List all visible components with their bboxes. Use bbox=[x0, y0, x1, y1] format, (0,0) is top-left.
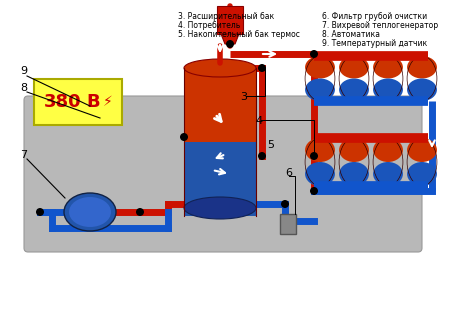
Ellipse shape bbox=[407, 56, 437, 78]
Ellipse shape bbox=[305, 78, 335, 101]
Ellipse shape bbox=[69, 197, 111, 227]
Ellipse shape bbox=[339, 78, 369, 101]
Circle shape bbox=[258, 64, 266, 72]
Bar bbox=[184, 142, 256, 216]
Text: 6. Фильтр грубой очистки: 6. Фильтр грубой очистки bbox=[322, 12, 427, 21]
Text: 8. Автоматика: 8. Автоматика bbox=[322, 30, 380, 39]
Ellipse shape bbox=[407, 162, 437, 186]
Ellipse shape bbox=[339, 162, 369, 186]
Ellipse shape bbox=[407, 138, 437, 162]
Ellipse shape bbox=[373, 78, 403, 101]
Ellipse shape bbox=[184, 59, 256, 77]
Ellipse shape bbox=[373, 138, 403, 162]
Circle shape bbox=[258, 152, 266, 160]
Text: 4: 4 bbox=[255, 116, 262, 126]
Ellipse shape bbox=[339, 138, 369, 162]
Text: ⚡: ⚡ bbox=[103, 95, 113, 109]
Text: 4. Потребитель: 4. Потребитель bbox=[178, 21, 240, 30]
Text: 6: 6 bbox=[285, 168, 292, 178]
Circle shape bbox=[310, 187, 318, 195]
Text: 5: 5 bbox=[267, 140, 274, 150]
Ellipse shape bbox=[184, 197, 256, 219]
Text: 9: 9 bbox=[20, 66, 27, 76]
Text: 3: 3 bbox=[240, 92, 247, 102]
Circle shape bbox=[310, 50, 318, 58]
Bar bbox=[280, 214, 296, 234]
Circle shape bbox=[226, 40, 234, 48]
Text: 7. Вихревой теплогенератор: 7. Вихревой теплогенератор bbox=[322, 21, 438, 30]
Circle shape bbox=[36, 208, 44, 216]
Ellipse shape bbox=[373, 162, 403, 186]
FancyBboxPatch shape bbox=[34, 79, 122, 125]
Text: 7: 7 bbox=[20, 150, 27, 160]
Ellipse shape bbox=[64, 193, 116, 231]
Ellipse shape bbox=[305, 56, 335, 78]
Circle shape bbox=[281, 200, 289, 208]
Ellipse shape bbox=[339, 56, 369, 78]
Ellipse shape bbox=[373, 56, 403, 78]
Circle shape bbox=[180, 133, 188, 141]
Ellipse shape bbox=[305, 162, 335, 186]
Text: В: В bbox=[86, 93, 100, 111]
Bar bbox=[184, 68, 256, 142]
Ellipse shape bbox=[305, 138, 335, 162]
Circle shape bbox=[136, 208, 144, 216]
Text: 5. Накопительный бак термос: 5. Накопительный бак термос bbox=[178, 30, 300, 39]
Circle shape bbox=[310, 152, 318, 160]
Text: 3. Расширительный бак: 3. Расширительный бак bbox=[178, 12, 274, 21]
Ellipse shape bbox=[407, 78, 437, 101]
Text: 380: 380 bbox=[44, 93, 82, 111]
Text: 8: 8 bbox=[20, 83, 27, 93]
FancyBboxPatch shape bbox=[24, 96, 422, 252]
Text: 9. Температурный датчик: 9. Температурный датчик bbox=[322, 39, 427, 48]
Polygon shape bbox=[221, 34, 239, 44]
Bar bbox=[217, 6, 243, 34]
